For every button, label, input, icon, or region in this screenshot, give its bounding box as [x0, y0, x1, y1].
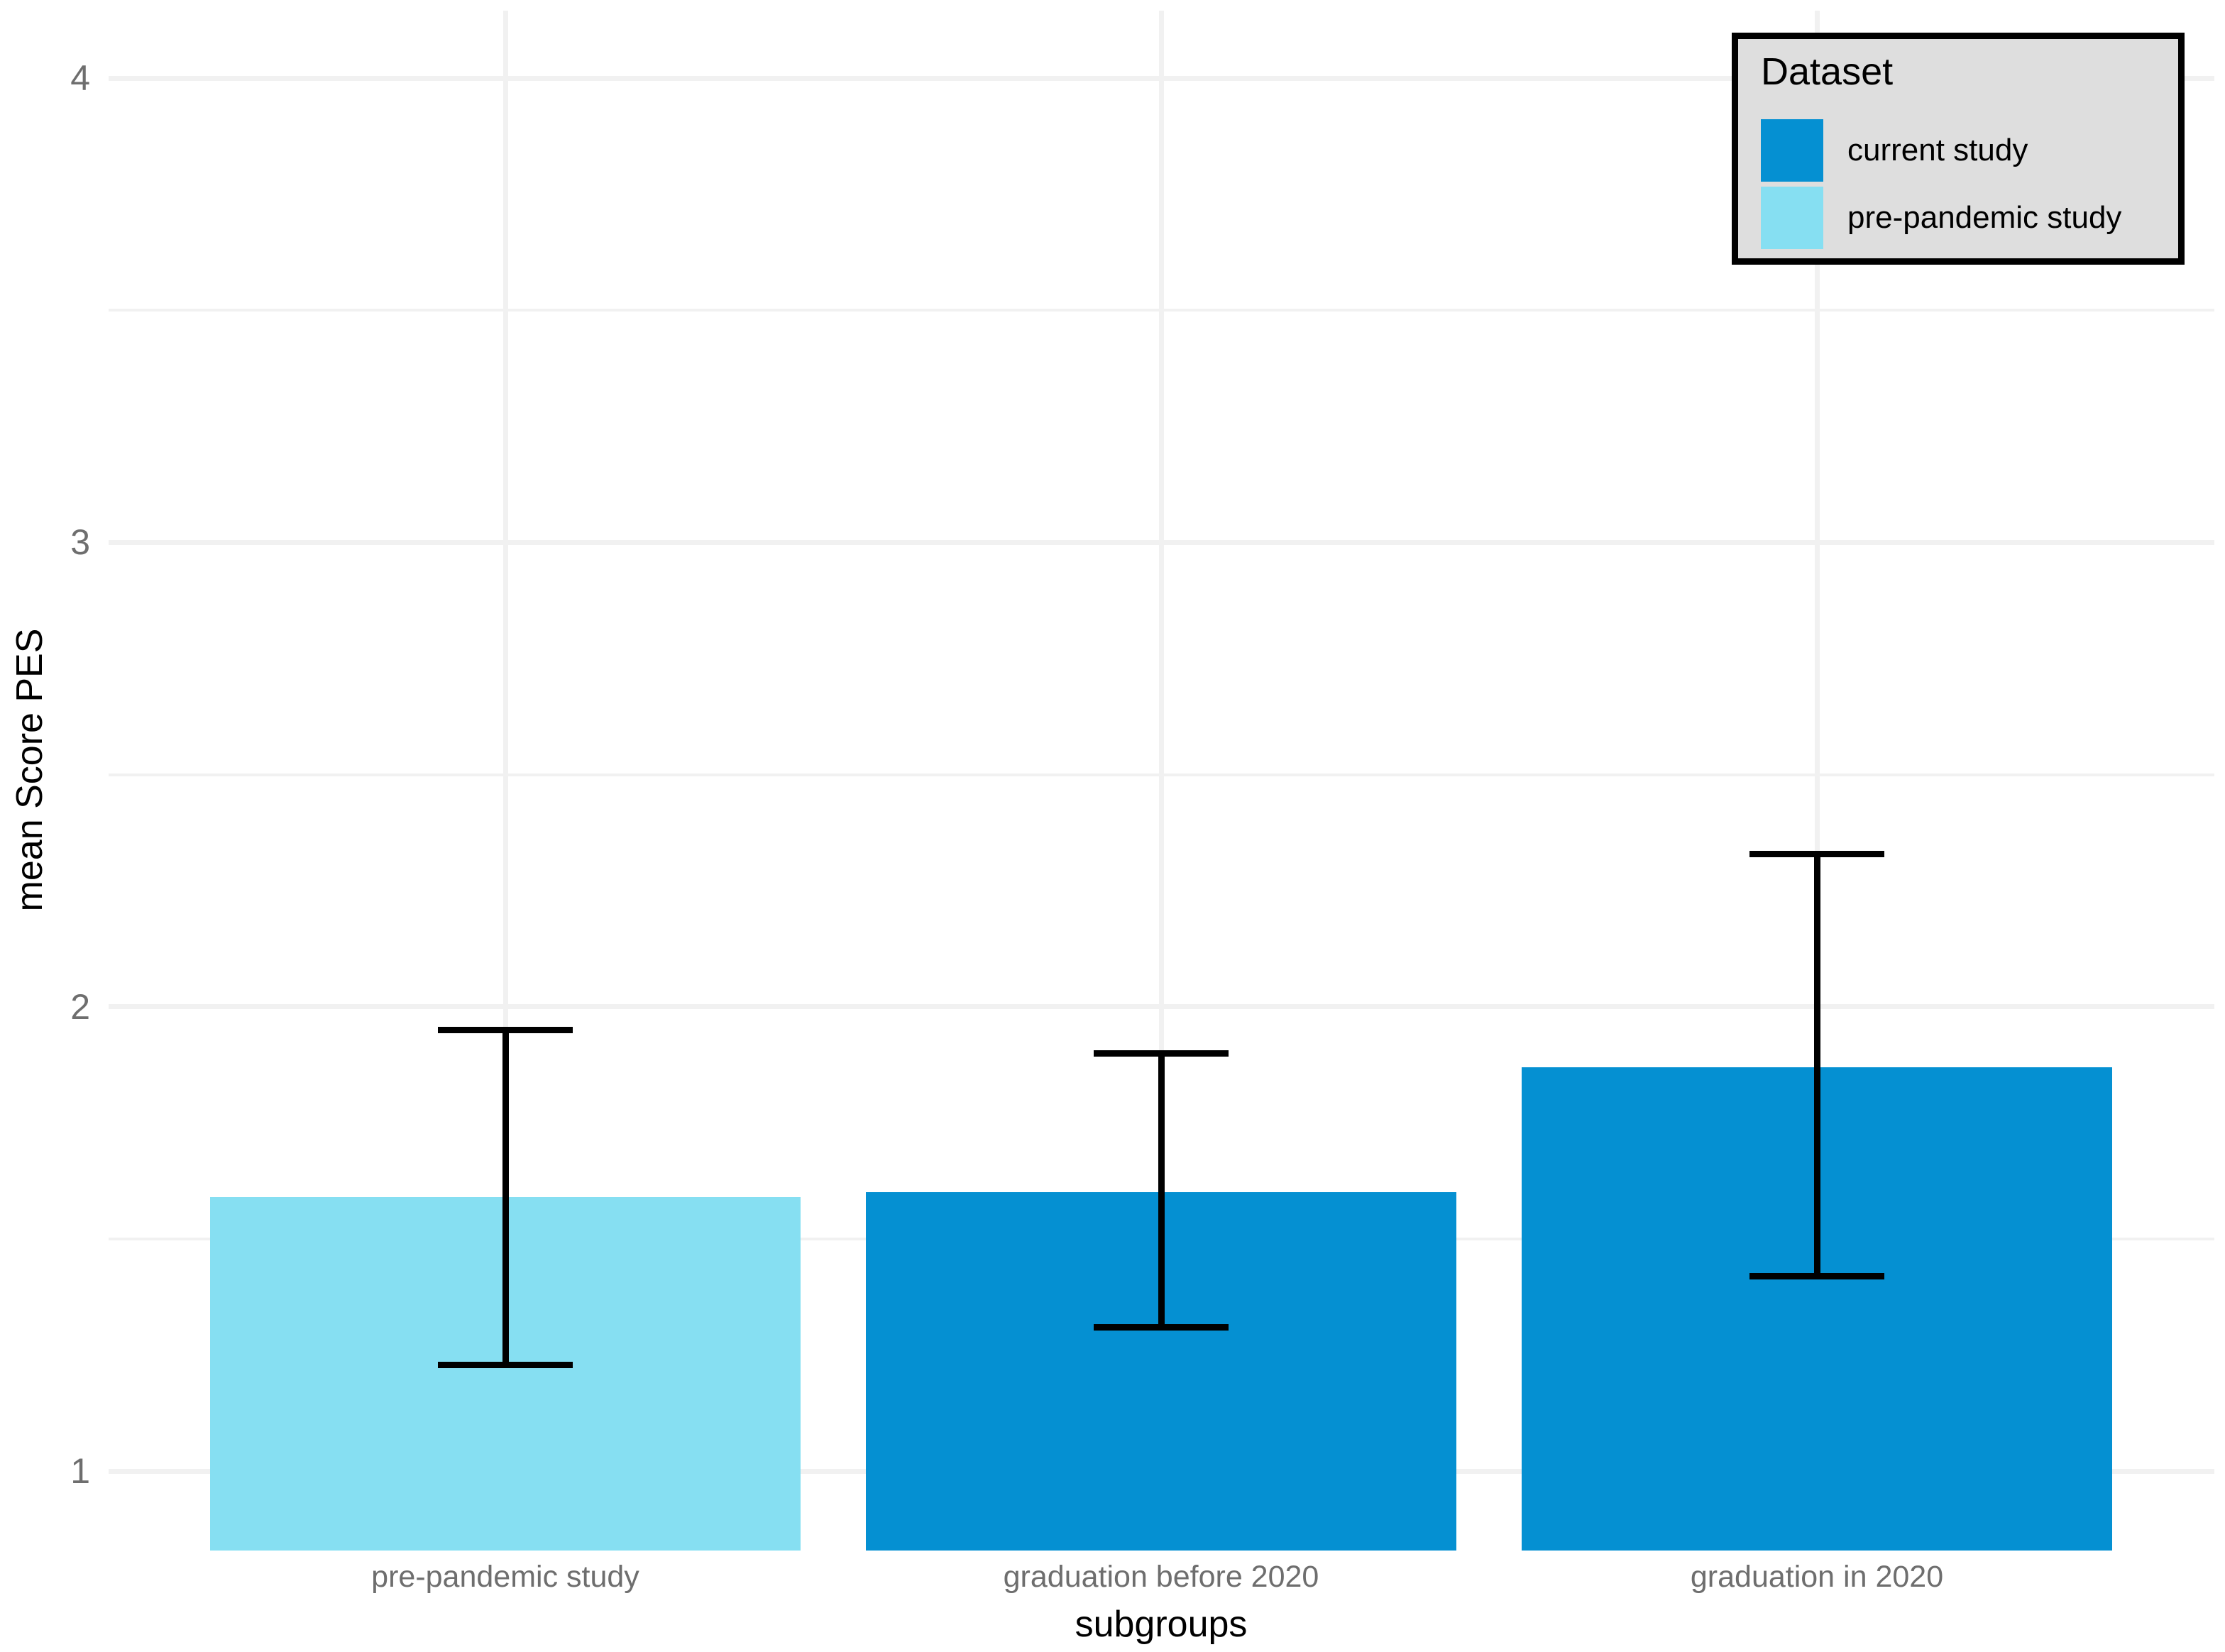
legend-swatch: [1761, 187, 1823, 249]
error-bar-cap-bottom: [1749, 1273, 1884, 1279]
legend-entry: current study: [1761, 119, 2028, 182]
legend-entry: pre-pandemic study: [1761, 187, 2121, 249]
error-bar-cap-top: [1749, 851, 1884, 857]
legend: Dataset current study pre-pandemic study: [1732, 33, 2185, 265]
error-bar-cap-bottom: [438, 1362, 573, 1368]
error-bar-cap-bottom: [1094, 1324, 1229, 1331]
legend-item-label: pre-pandemic study: [1847, 200, 2122, 235]
y-axis-title: mean Score PES: [9, 628, 50, 912]
major-gridline: [109, 76, 2214, 81]
legend-swatch: [1761, 119, 1823, 182]
x-tick-label: graduation before 2020: [1003, 1560, 1319, 1594]
minor-gridline: [109, 309, 2214, 312]
y-tick-label: 2: [70, 987, 90, 1027]
major-gridline: [109, 540, 2214, 545]
vertical-gridline: [1814, 11, 1820, 1551]
y-tick-label: 4: [70, 58, 90, 98]
major-gridline: [109, 1004, 2214, 1009]
y-tick-label: 1: [70, 1451, 90, 1491]
legend-title: Dataset: [1761, 50, 1894, 93]
error-bar-line: [1814, 854, 1820, 1276]
legend-item-label: current study: [1847, 133, 2028, 167]
x-tick-label: graduation in 2020: [1690, 1560, 1944, 1594]
x-axis-title: subgroups: [1075, 1604, 1248, 1645]
vertical-gridline: [1158, 11, 1164, 1551]
error-bar-cap-top: [438, 1027, 573, 1033]
error-bar-line: [1158, 1053, 1165, 1327]
minor-gridline: [109, 773, 2214, 776]
error-bar-line: [502, 1030, 509, 1365]
y-tick-label: 3: [70, 522, 90, 562]
error-bar-cap-top: [1094, 1050, 1229, 1057]
vertical-gridline: [502, 11, 508, 1551]
x-tick-label: pre-pandemic study: [371, 1560, 639, 1594]
